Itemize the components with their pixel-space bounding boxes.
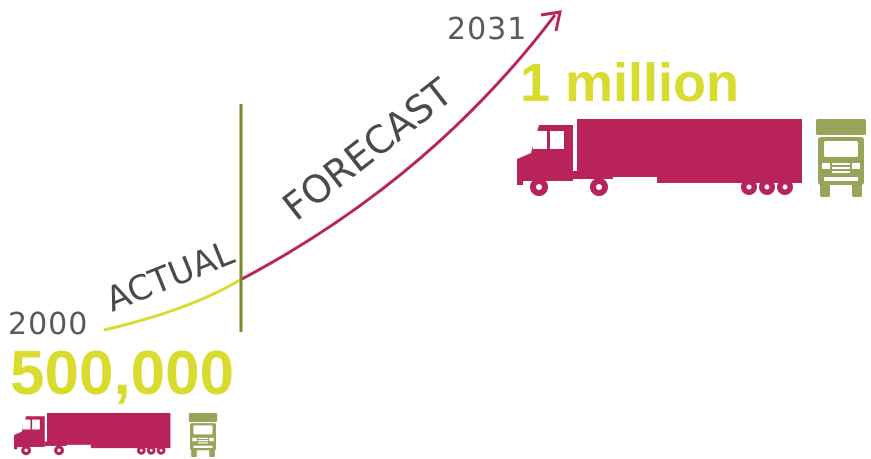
start-value: 500,000 — [10, 339, 235, 408]
end-year: 2031 — [447, 12, 528, 47]
start-year: 2000 — [8, 307, 89, 342]
actual-label: ACTUAL — [100, 233, 240, 320]
forecast-label: FORECAST — [274, 70, 461, 230]
end-value: 1 million — [520, 53, 740, 113]
arrow-head-icon — [540, 10, 562, 32]
actual-curve — [103, 278, 241, 332]
truck-front-icon — [188, 413, 218, 457]
truck-front-icon — [816, 119, 866, 197]
truck-side-icon — [14, 413, 171, 456]
forecast-curve — [239, 14, 557, 282]
truck-side-icon — [517, 119, 802, 196]
